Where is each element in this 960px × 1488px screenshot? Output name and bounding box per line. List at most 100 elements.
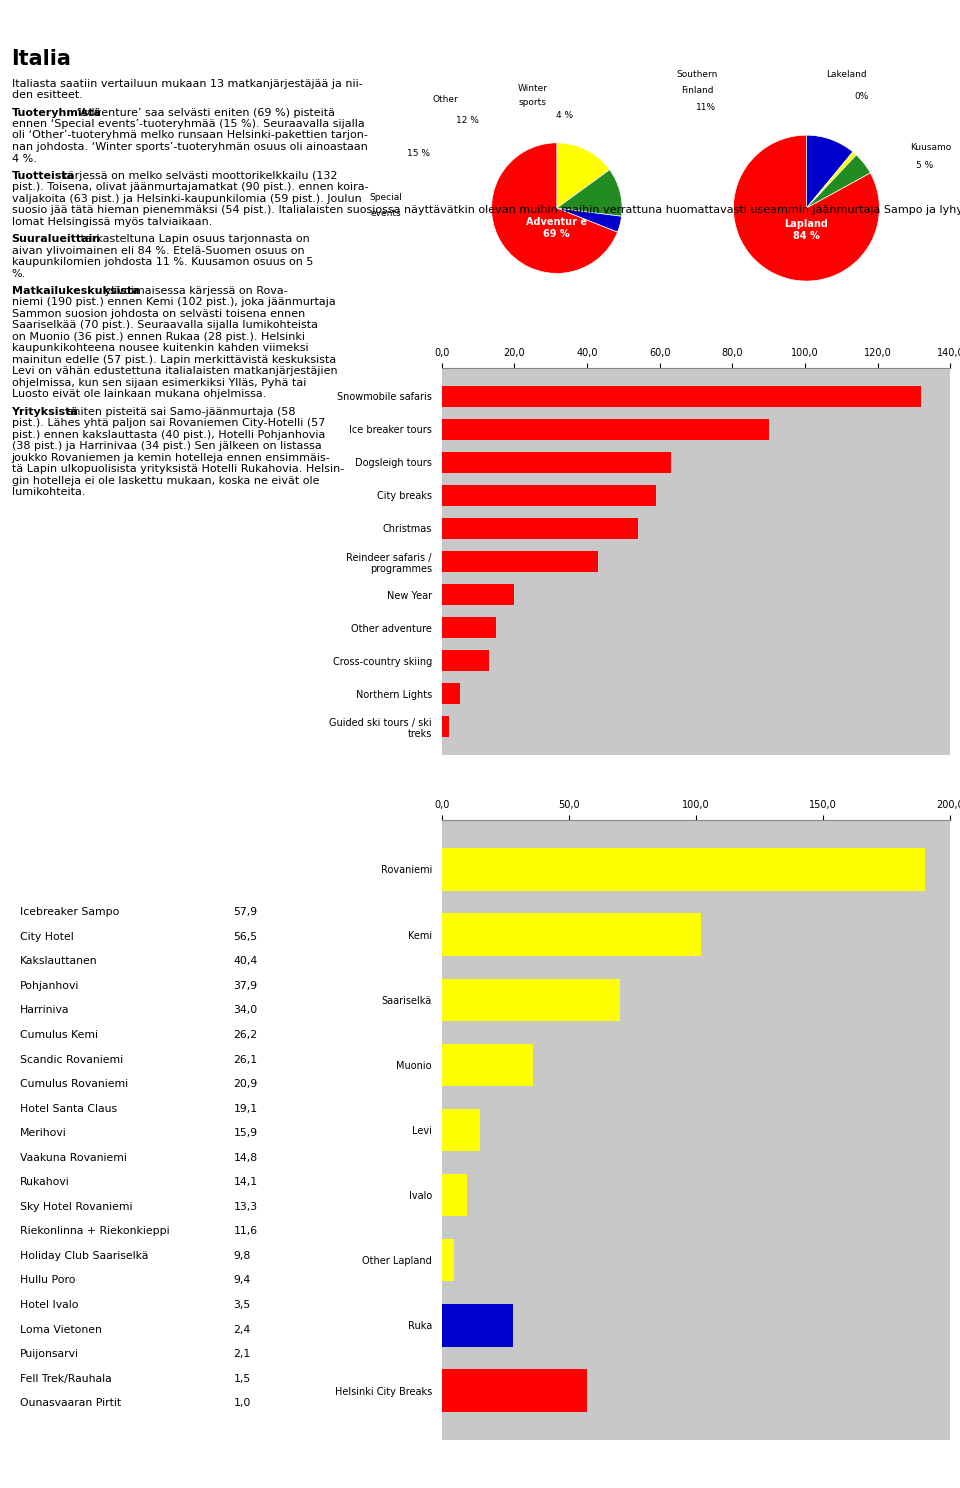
Bar	[442, 650, 489, 671]
Wedge shape	[806, 135, 852, 208]
Text: 11,6: 11,6	[233, 1226, 258, 1237]
Bar	[442, 1043, 533, 1086]
Wedge shape	[806, 152, 856, 208]
Text: 2,4: 2,4	[233, 1324, 251, 1335]
Text: 0%: 0%	[854, 92, 868, 101]
Text: tarkasteltuna Lapin osuus tarjonnasta on: tarkasteltuna Lapin osuus tarjonnasta on	[77, 234, 310, 244]
Text: Matkailukeskuksista: Matkailukeskuksista	[12, 286, 139, 296]
Text: 34,0: 34,0	[233, 1006, 258, 1015]
Text: Italy: Italy	[457, 9, 503, 27]
Text: Kakslauttanen: Kakslauttanen	[20, 957, 98, 966]
Text: Riekonlinna + Riekonkieppi: Riekonlinna + Riekonkieppi	[20, 1226, 170, 1237]
Text: events: events	[371, 210, 400, 219]
Text: Rukahovi: Rukahovi	[20, 1177, 70, 1187]
Text: Italia: Italia	[12, 49, 71, 70]
Text: suosio jää tätä hieman pienemmäksi (54 pist.). Italialaisten suosiossa näyttävät: suosio jää tätä hieman pienemmäksi (54 p…	[12, 205, 960, 216]
Text: 40,4: 40,4	[233, 957, 258, 966]
Text: Ounasvaaran Pirtit: Ounasvaaran Pirtit	[20, 1399, 121, 1408]
Text: on Muonio (36 pist.) ennen Rukaa (28 pist.). Helsinki: on Muonio (36 pist.) ennen Rukaa (28 pis…	[12, 332, 304, 342]
Text: kärjessä on melko selvästi moottorikelkkailu (132: kärjessä on melko selvästi moottorikelkk…	[59, 171, 338, 180]
Text: 56,5: 56,5	[233, 931, 258, 942]
Text: 1,5: 1,5	[233, 1373, 251, 1384]
Text: 11%: 11%	[696, 103, 716, 112]
Text: 1,0: 1,0	[233, 1399, 251, 1408]
Wedge shape	[557, 170, 622, 216]
Text: Lakeland: Lakeland	[827, 70, 867, 79]
Text: 19,1: 19,1	[233, 1104, 258, 1113]
Text: Other: Other	[433, 95, 459, 104]
Text: 12 %: 12 %	[456, 116, 478, 125]
Text: Winter: Winter	[517, 83, 547, 92]
Text: Special: Special	[369, 193, 402, 202]
Text: Vaakuna Rovaniemi: Vaakuna Rovaniemi	[20, 1153, 127, 1162]
Text: Hotel Ivalo: Hotel Ivalo	[20, 1301, 79, 1309]
Text: pist.). Lähes yhtä paljon sai Rovaniemen City-Hotelli (57: pist.). Lähes yhtä paljon sai Rovaniemen…	[12, 418, 324, 429]
Text: 9,4: 9,4	[233, 1275, 251, 1286]
Text: ohjelmissa, kun sen sijaan esimerkiksi Ylläs, Pyhä tai: ohjelmissa, kun sen sijaan esimerkiksi Y…	[12, 378, 306, 388]
Text: niemi (190 pist.) ennen Kemi (102 pist.), joka jäänmurtaja: niemi (190 pist.) ennen Kemi (102 pist.)…	[12, 298, 335, 307]
Text: %.: %.	[12, 268, 26, 278]
Text: Harriniva: Harriniva	[20, 1006, 69, 1015]
Text: Scandic Rovaniemi: Scandic Rovaniemi	[20, 1055, 123, 1064]
Bar	[442, 979, 620, 1021]
Text: nan johdosta. ‘Winter sports’-tuoteryhmän osuus oli ainoastaan: nan johdosta. ‘Winter sports’-tuoteryhmä…	[12, 141, 368, 152]
Text: Adventur e
69 %: Adventur e 69 %	[526, 217, 588, 238]
Text: Suuralueittain: Suuralueittain	[12, 234, 101, 244]
Text: joukko Rovaniemen ja kemin hotelleja ennen ensimmäis-: joukko Rovaniemen ja kemin hotelleja enn…	[12, 452, 330, 463]
Text: mainitun edelle (57 pist.). Lapin merkittävistä keskuksista: mainitun edelle (57 pist.). Lapin merkit…	[12, 354, 336, 365]
Bar	[442, 848, 925, 890]
Text: ylivoimaisessa kärjessä on Rova-: ylivoimaisessa kärjessä on Rova-	[101, 286, 287, 296]
Text: Puijonsarvi: Puijonsarvi	[20, 1350, 79, 1359]
Bar	[442, 452, 670, 473]
Bar	[442, 716, 449, 738]
Text: sports: sports	[518, 98, 546, 107]
Text: 13,3: 13,3	[233, 1202, 258, 1211]
Bar	[442, 418, 769, 440]
Text: 14,8: 14,8	[233, 1153, 258, 1162]
Text: Pohjanhovi: Pohjanhovi	[20, 981, 80, 991]
Text: Italiasta saatiin vertailuun mukaan 13 matkanjärjestäjää ja nii-: Italiasta saatiin vertailuun mukaan 13 m…	[12, 79, 362, 89]
Bar	[442, 1174, 467, 1216]
Text: Saariselkää (70 pist.). Seuraavalla sijalla lumikohteista: Saariselkää (70 pist.). Seuraavalla sija…	[12, 320, 318, 330]
Bar	[442, 518, 637, 539]
Text: Finland: Finland	[681, 86, 713, 95]
Text: (38 pist.) ja Harrinivaa (34 pist.) Sen jälkeen on listassa: (38 pist.) ja Harrinivaa (34 pist.) Sen …	[12, 440, 322, 451]
Wedge shape	[492, 143, 617, 274]
Text: 4 %.: 4 %.	[12, 153, 36, 164]
Text: 57,9: 57,9	[233, 908, 258, 917]
Text: lumikohteita.: lumikohteita.	[12, 487, 85, 497]
Text: 26,1: 26,1	[233, 1055, 258, 1064]
Text: ‘Adventure’ saa selvästi eniten (69 %) pisteitä: ‘Adventure’ saa selvästi eniten (69 %) p…	[73, 107, 334, 118]
Text: pist.) ennen kakslauttasta (40 pist.), Hotelli Pohjanhovia: pist.) ennen kakslauttasta (40 pist.), H…	[12, 430, 324, 439]
Text: Sky Hotel Rovaniemi: Sky Hotel Rovaniemi	[20, 1202, 132, 1211]
Text: Tuoteryhmistä: Tuoteryhmistä	[12, 107, 102, 118]
Text: Hullu Poro: Hullu Poro	[20, 1275, 76, 1286]
Text: Icebreaker Sampo: Icebreaker Sampo	[20, 908, 119, 917]
Text: 37,9: 37,9	[233, 981, 258, 991]
Wedge shape	[557, 208, 621, 232]
Text: ennen ‘Special events’-tuoteryhmää (15 %). Seuraavalla sijalla: ennen ‘Special events’-tuoteryhmää (15 %…	[12, 119, 364, 129]
Text: den esitteet.: den esitteet.	[12, 91, 83, 100]
Text: City Hotel: City Hotel	[20, 931, 74, 942]
Bar	[442, 1305, 513, 1347]
Text: 20,9: 20,9	[233, 1079, 258, 1089]
Wedge shape	[806, 155, 871, 208]
Text: 26,2: 26,2	[233, 1030, 258, 1040]
Bar	[442, 914, 701, 955]
Text: kaupunkilomien johdosta 11 %. Kuusamon osuus on 5: kaupunkilomien johdosta 11 %. Kuusamon o…	[12, 257, 313, 266]
Bar	[442, 618, 496, 638]
Text: Merihovi: Merihovi	[20, 1128, 67, 1138]
Text: 2,1: 2,1	[233, 1350, 251, 1359]
Text: 15 %: 15 %	[407, 149, 429, 158]
Text: oli ‘Other’-tuoteryhmä melko runsaan Helsinki-pakettien tarjon-: oli ‘Other’-tuoteryhmä melko runsaan Hel…	[12, 131, 368, 140]
Text: eniten pisteitä sai Samo-jäänmurtaja (58: eniten pisteitä sai Samo-jäänmurtaja (58	[63, 406, 296, 417]
Bar	[442, 1240, 454, 1281]
Text: Tuotteista: Tuotteista	[12, 171, 75, 180]
Text: Sammon suosion johdosta on selvästi toisena ennen: Sammon suosion johdosta on selvästi tois…	[12, 308, 304, 318]
Bar	[442, 1109, 480, 1152]
Text: Lapland
84 %: Lapland 84 %	[784, 219, 828, 241]
Text: Cumulus Rovaniemi: Cumulus Rovaniemi	[20, 1079, 129, 1089]
Text: lomat Helsingissä myös talviaikaan.: lomat Helsingissä myös talviaikaan.	[12, 217, 212, 226]
Text: tä Lapin ulkopuolisista yrityksistä Hotelli Rukahovia. Helsin-: tä Lapin ulkopuolisista yrityksistä Hote…	[12, 464, 344, 475]
Text: gin hotelleja ei ole laskettu mukaan, koska ne eivät ole: gin hotelleja ei ole laskettu mukaan, ko…	[12, 476, 319, 485]
